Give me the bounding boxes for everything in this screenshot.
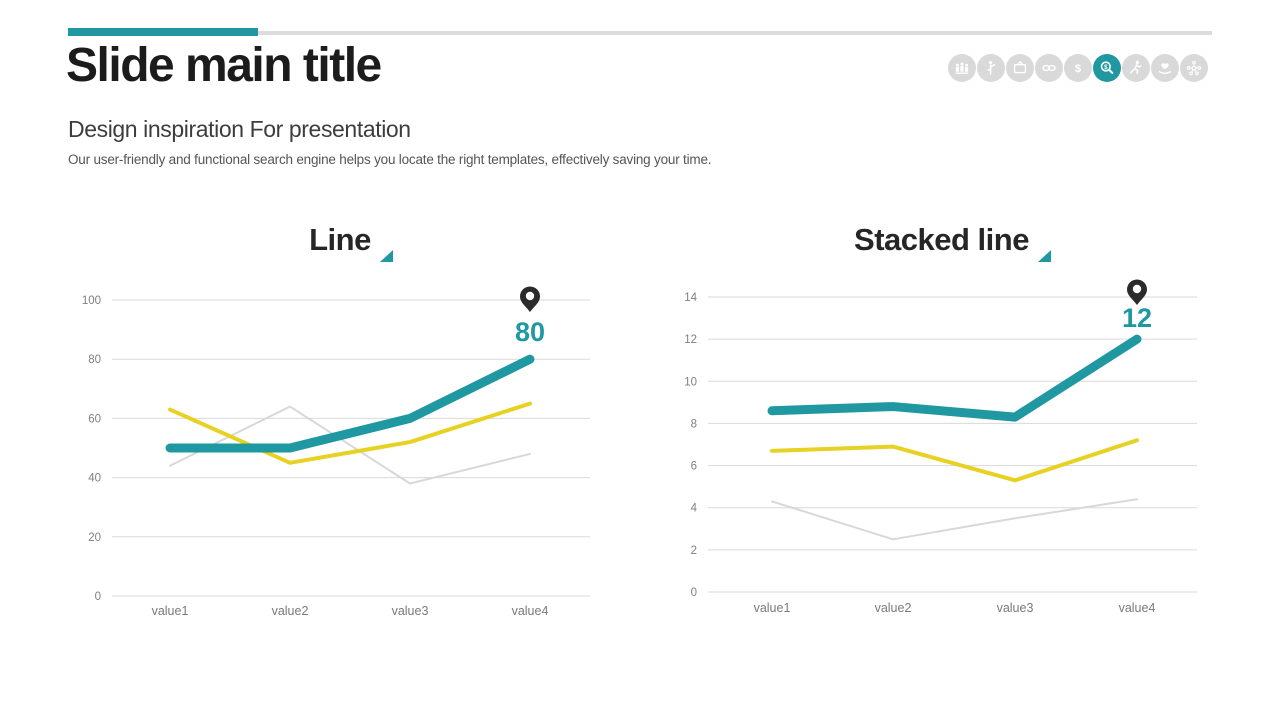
y-axis-tick-label: 6 [691, 461, 697, 473]
x-axis-category-label: value2 [272, 604, 309, 618]
svg-text:$: $ [1075, 63, 1082, 75]
data-point-annotation: 12 [1122, 303, 1152, 333]
running-person-icon[interactable] [1122, 54, 1150, 82]
gridlines: 0 20 40 60 80 100 [82, 295, 590, 603]
hand-heart-icon[interactable] [1151, 54, 1179, 82]
svg-text:$: $ [1104, 64, 1108, 71]
x-axis-category-label: value1 [152, 604, 189, 618]
y-axis-tick-label: 0 [95, 591, 101, 603]
pin-marker-icon [1127, 279, 1147, 305]
tv-icon[interactable] [1006, 54, 1034, 82]
y-axis-tick-label: 4 [691, 503, 698, 515]
series-line-teal[interactable] [767, 334, 1142, 422]
series-line-yellow[interactable] [770, 438, 1139, 483]
x-axis-category-label: value1 [754, 601, 791, 615]
x-axis-category-label: value4 [1119, 601, 1156, 615]
link-icon[interactable] [1035, 54, 1063, 82]
pin-marker-icon [520, 286, 540, 312]
audience-icon[interactable] [948, 54, 976, 82]
data-point-annotation: 80 [515, 317, 545, 347]
presenter-icon[interactable] [977, 54, 1005, 82]
y-axis-tick-label: 12 [684, 334, 697, 346]
x-axis-category-label: value3 [392, 604, 429, 618]
line-chart[interactable]: 0 20 40 60 80 100 value1 value2 value3 value4 80 [70, 280, 610, 630]
page-title: Slide main title [66, 39, 382, 92]
y-axis-tick-label: 100 [82, 295, 101, 307]
search-dollar-icon[interactable]: $ [1093, 54, 1121, 82]
series-line-gray[interactable] [771, 498, 1138, 541]
top-divider-line [68, 31, 1212, 35]
triangle-accent-icon [1037, 250, 1051, 262]
stacked-line-chart[interactable]: 0 2 4 6 8 10 12 14 value1 value2 value3 value4 12 [680, 275, 1220, 625]
right-chart-title: Stacked line [854, 222, 1029, 257]
y-axis-tick-label: 20 [88, 532, 101, 544]
toolbar-icons: $ $ [948, 54, 1208, 82]
triangle-accent-icon [379, 250, 393, 262]
y-axis-tick-label: 14 [684, 292, 697, 304]
y-axis-tick-label: 0 [691, 587, 697, 599]
slide-subtitle: Design inspiration For presentation [68, 116, 411, 142]
network-icon[interactable] [1180, 54, 1208, 82]
left-chart-title-row: Line [70, 222, 610, 262]
y-axis-tick-label: 10 [684, 376, 697, 388]
y-axis-tick-label: 40 [88, 473, 101, 485]
series-line-yellow[interactable] [168, 401, 532, 465]
y-axis-tick-label: 8 [691, 418, 697, 430]
left-chart-title: Line [309, 222, 371, 257]
x-axis-category-label: value2 [875, 601, 912, 615]
top-accent-bar [68, 28, 258, 36]
dollar-icon[interactable]: $ [1064, 54, 1092, 82]
y-axis-tick-label: 2 [691, 545, 697, 557]
gridlines: 0 2 4 6 8 10 12 14 [684, 292, 1197, 599]
x-axis-category-label: value3 [997, 601, 1034, 615]
y-axis-tick-label: 80 [88, 354, 101, 366]
y-axis-tick-label: 60 [88, 413, 101, 425]
x-axis-category-label: value4 [512, 604, 549, 618]
series-line-teal[interactable] [165, 354, 535, 453]
slide-description: Our user-friendly and functional search … [68, 152, 712, 167]
right-chart-title-row: Stacked line [680, 222, 1220, 262]
